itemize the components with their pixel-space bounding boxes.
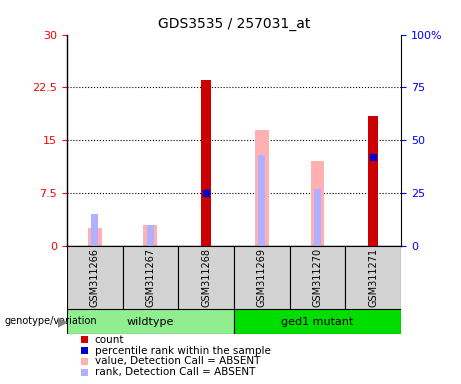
Bar	[67, 246, 123, 309]
Bar	[67, 309, 234, 334]
Text: percentile rank within the sample: percentile rank within the sample	[95, 346, 271, 356]
Bar	[143, 225, 157, 246]
Text: GSM311271: GSM311271	[368, 248, 378, 307]
Bar	[234, 309, 401, 334]
Text: ▶: ▶	[58, 315, 67, 328]
Bar	[259, 155, 265, 246]
Bar	[290, 246, 345, 309]
Text: genotype/variation: genotype/variation	[5, 316, 97, 326]
Bar	[178, 246, 234, 309]
Text: GSM311269: GSM311269	[257, 248, 267, 307]
Text: GSM311268: GSM311268	[201, 248, 211, 307]
Text: ged1 mutant: ged1 mutant	[281, 316, 354, 327]
Title: GDS3535 / 257031_at: GDS3535 / 257031_at	[158, 17, 310, 31]
Text: GSM311267: GSM311267	[145, 248, 155, 307]
Bar	[234, 246, 290, 309]
Text: rank, Detection Call = ABSENT: rank, Detection Call = ABSENT	[95, 367, 255, 377]
Bar	[91, 214, 98, 246]
Text: value, Detection Call = ABSENT: value, Detection Call = ABSENT	[95, 356, 260, 366]
Text: count: count	[95, 335, 124, 345]
Bar	[123, 246, 178, 309]
Text: wildtype: wildtype	[127, 316, 174, 327]
Bar	[255, 130, 269, 246]
Bar	[345, 246, 401, 309]
Bar	[311, 161, 325, 246]
Bar	[368, 116, 378, 246]
Bar	[88, 228, 102, 246]
Bar	[201, 80, 211, 246]
Bar	[314, 189, 321, 246]
Text: GSM311266: GSM311266	[90, 248, 100, 307]
Bar	[147, 225, 154, 246]
Text: GSM311270: GSM311270	[313, 248, 323, 307]
